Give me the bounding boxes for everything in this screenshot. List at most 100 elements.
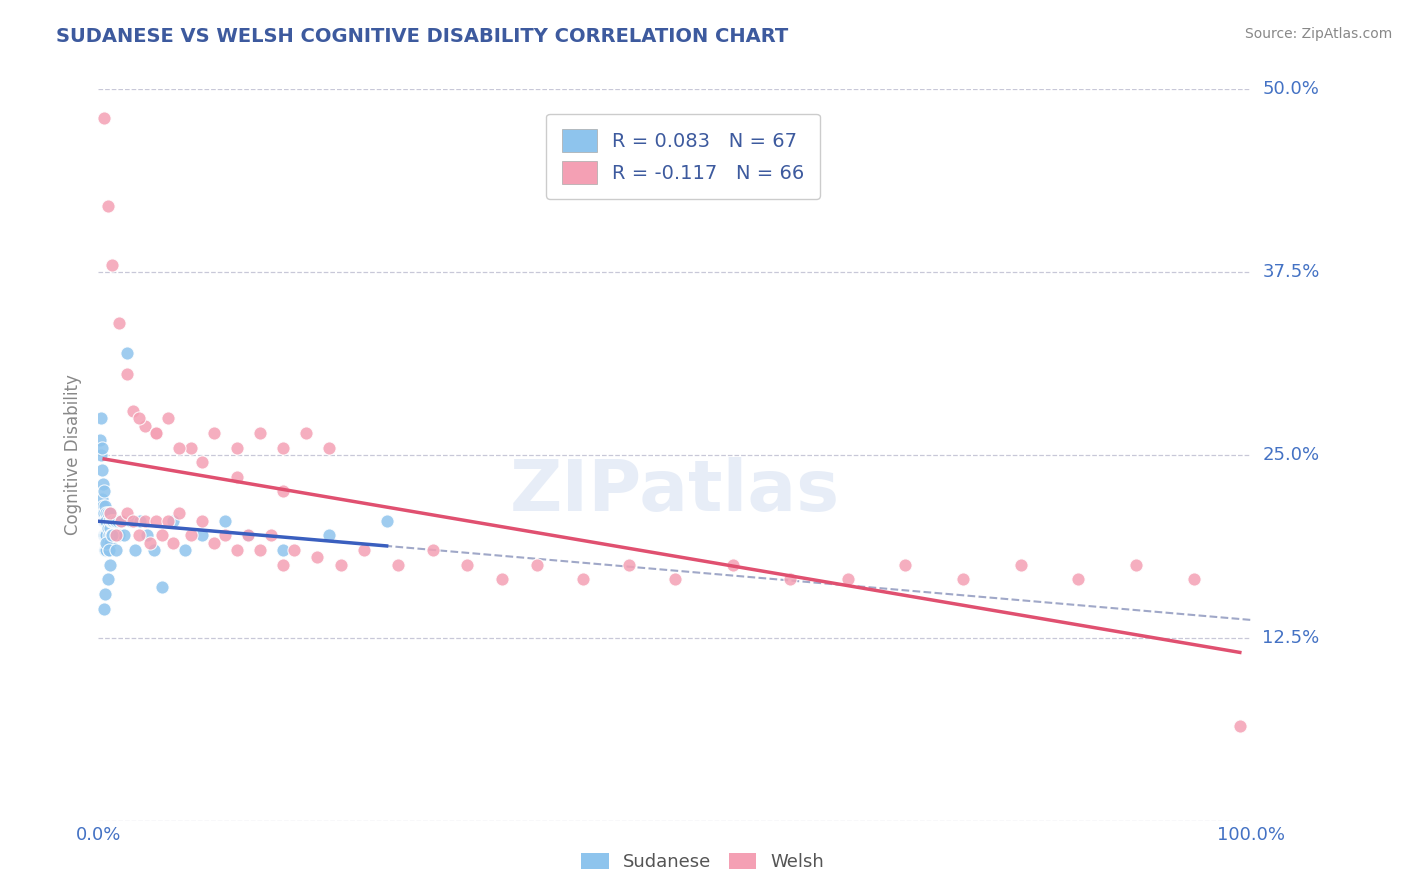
Point — [180, 528, 202, 542]
Point — [145, 425, 167, 440]
Point — [117, 507, 139, 521]
Point — [93, 514, 115, 528]
Point — [93, 528, 115, 542]
Point — [97, 199, 120, 213]
Point — [117, 345, 139, 359]
Point — [103, 514, 125, 528]
Text: 12.5%: 12.5% — [1263, 629, 1320, 647]
Point — [134, 418, 156, 433]
Point — [837, 572, 859, 586]
Point — [134, 514, 156, 528]
Legend: Sudanese, Welsh: Sudanese, Welsh — [574, 846, 832, 879]
Point — [128, 411, 150, 425]
Point — [100, 514, 122, 528]
Point — [104, 543, 127, 558]
Text: 25.0%: 25.0% — [1263, 446, 1320, 464]
Point — [191, 528, 214, 542]
Point — [191, 455, 214, 469]
Point — [98, 558, 121, 572]
Point — [456, 558, 478, 572]
Point — [238, 528, 260, 542]
Point — [97, 535, 120, 549]
Text: 50.0%: 50.0% — [1263, 80, 1319, 98]
Point — [96, 507, 118, 521]
Point — [952, 572, 974, 586]
Point — [98, 535, 121, 549]
Point — [180, 441, 202, 455]
Point — [101, 514, 124, 528]
Text: SUDANESE VS WELSH COGNITIVE DISABILITY CORRELATION CHART: SUDANESE VS WELSH COGNITIVE DISABILITY C… — [56, 27, 789, 45]
Point — [271, 558, 294, 572]
Point — [94, 499, 117, 513]
Point — [112, 528, 135, 542]
Point — [167, 507, 190, 521]
Point — [103, 514, 125, 528]
Point — [271, 441, 294, 455]
Point — [664, 572, 686, 586]
Point — [122, 514, 145, 528]
Point — [101, 258, 124, 272]
Text: Source: ZipAtlas.com: Source: ZipAtlas.com — [1244, 27, 1392, 41]
Point — [105, 528, 128, 542]
Point — [329, 558, 352, 572]
Point — [167, 441, 190, 455]
Point — [107, 514, 129, 528]
Point — [94, 587, 117, 601]
Point — [156, 411, 179, 425]
Point — [91, 477, 114, 491]
Point — [249, 425, 271, 440]
Point — [375, 514, 398, 528]
Point — [93, 112, 115, 126]
Point — [97, 507, 120, 521]
Point — [93, 601, 115, 615]
Y-axis label: Cognitive Disability: Cognitive Disability — [65, 375, 83, 535]
Point — [214, 528, 236, 542]
Point — [150, 580, 173, 594]
Point — [225, 441, 247, 455]
Point — [387, 558, 409, 572]
Point — [110, 514, 132, 528]
Point — [174, 543, 197, 558]
Point — [238, 528, 260, 542]
Point — [98, 507, 121, 521]
Point — [101, 528, 124, 542]
Point — [283, 543, 305, 558]
Point — [96, 535, 118, 549]
Point — [318, 441, 340, 455]
Point — [779, 572, 801, 586]
Point — [139, 535, 162, 549]
Point — [89, 434, 111, 448]
Point — [90, 448, 112, 462]
Point — [225, 470, 247, 484]
Point — [124, 543, 146, 558]
Point — [135, 528, 157, 542]
Point — [90, 491, 112, 506]
Point — [1067, 572, 1090, 586]
Point — [249, 543, 271, 558]
Point — [94, 528, 117, 542]
Point — [271, 484, 294, 499]
Point — [98, 507, 121, 521]
Point — [117, 368, 139, 382]
Point — [108, 316, 131, 330]
Point — [1229, 718, 1251, 732]
Point — [97, 543, 120, 558]
Point — [90, 441, 112, 455]
Point — [97, 514, 120, 528]
Point — [894, 558, 917, 572]
Point — [191, 514, 214, 528]
Point — [97, 543, 120, 558]
Point — [90, 411, 112, 425]
Point — [422, 543, 444, 558]
Point — [156, 514, 179, 528]
Point — [721, 558, 744, 572]
Point — [94, 543, 117, 558]
Point — [97, 572, 120, 586]
Point — [571, 572, 593, 586]
Point — [145, 514, 167, 528]
Point — [1125, 558, 1147, 572]
Point — [93, 484, 115, 499]
Point — [260, 528, 283, 542]
Point — [150, 528, 173, 542]
Point — [98, 521, 121, 535]
